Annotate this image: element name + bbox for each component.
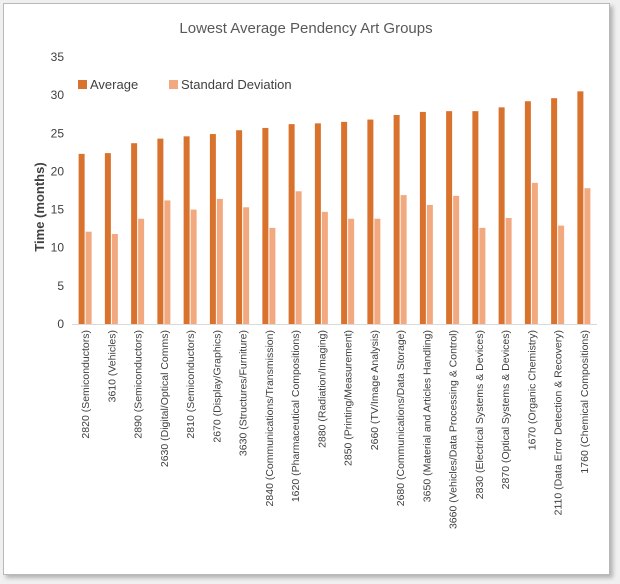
x-tick-label: 1760 (Chemical Compositions) [579,330,591,474]
x-tick-label: 2840 (Communications/Transmission) [264,330,276,506]
y-tick-label: 10 [51,241,65,255]
bar-average [498,107,505,324]
chart-title: Lowest Average Pendency Art Groups [179,20,432,37]
bar-chart: Lowest Average Pendency Art Groups Time … [32,20,597,529]
bar-standard-deviation [321,211,328,324]
chart-frame: Lowest Average Pendency Art Groups Time … [3,3,610,575]
x-tick-label: 1620 (Pharmaceutical Compositions) [290,330,302,502]
x-tick-label: 2660 (TV/Image Analysis) [369,330,381,450]
x-tick-label: 3610 (Vehicles) [106,330,118,402]
bar-standard-deviation [216,198,223,324]
bar-standard-deviation [505,217,512,324]
bar-standard-deviation [164,200,171,324]
y-tick-label: 5 [57,279,64,293]
x-tick-label: 2820 (Semiconductors) [80,330,92,439]
bar-standard-deviation [558,225,565,324]
x-tick-label: 2630 (Digital/Optical Comms) [159,330,171,467]
y-tick-label: 35 [51,50,65,64]
bar-average [209,134,216,324]
x-tick-label: 2670 (Display/Graphics) [211,330,223,443]
bar-average [472,111,479,324]
bar-average [524,101,531,324]
legend-label-average: Average [90,77,138,92]
bar-average [131,143,138,324]
bar-standard-deviation [85,231,92,324]
bar-average [419,111,426,324]
legend: Average Standard Deviation [78,77,292,92]
x-tick-label: 2870 (Optical Systems & Devices) [500,330,512,489]
bar-average [393,114,400,324]
bar-standard-deviation [138,218,145,324]
bar-average [262,127,269,325]
y-axis-ticks: 0 5 10 15 20 25 30 35 [51,50,65,331]
bars-group [78,91,591,325]
bar-standard-deviation [111,233,118,324]
bar-average [551,98,558,325]
y-tick-label: 0 [57,317,64,331]
bar-average [577,91,584,324]
y-tick-label: 15 [51,203,65,217]
bar-standard-deviation [584,188,591,324]
bar-average [183,136,190,324]
x-tick-label: 2110 (Data Error Detection & Recovery) [553,330,565,515]
x-tick-label: 2850 (Printing/Measurement) [343,330,355,466]
bar-standard-deviation [243,207,250,324]
bar-average [236,130,243,324]
bar-average [78,153,85,324]
x-axis-ticks: 2820 (Semiconductors) 3610 (Vehicles) 2890… [80,330,591,529]
x-tick-label: 3630 (Structures/Furniture) [238,330,250,456]
bar-average [446,111,453,324]
bar-average [341,121,348,324]
bar-standard-deviation [453,195,460,324]
bar-average [367,119,374,324]
y-tick-label: 20 [51,164,65,178]
legend-label-standard-deviation: Standard Deviation [181,77,292,92]
bar-standard-deviation [531,182,538,324]
x-tick-label: 1670 (Organic Chemistry) [526,330,538,450]
bar-standard-deviation [400,195,407,324]
x-tick-label: 2810 (Semiconductors) [185,330,197,439]
legend-swatch-standard-deviation [169,80,178,89]
x-tick-label: 2830 (Electrical Systems & Devices) [474,330,486,499]
bar-standard-deviation [348,218,355,324]
y-tick-label: 30 [51,88,65,102]
x-tick-label: 2890 (Semiconductors) [133,330,145,439]
bar-standard-deviation [374,218,381,324]
legend-swatch-average [78,80,87,89]
x-tick-label: 2880 (Radiation/Imaging) [316,330,328,448]
bar-standard-deviation [190,209,197,324]
bar-average [104,153,111,324]
x-tick-label: 2680 (Communications/Data Storage) [395,330,407,506]
bar-standard-deviation [479,227,486,324]
bar-standard-deviation [426,204,433,324]
x-tick-label: 3650 (Material and Articles Handling) [421,330,433,502]
y-tick-label: 25 [51,126,65,140]
bar-average [157,138,164,324]
y-axis-label: Time (months) [32,162,47,251]
bar-average [288,124,295,324]
bar-standard-deviation [269,227,276,324]
x-tick-label: 3660 (Vehicles/Data Processing & Control… [448,330,460,529]
bar-standard-deviation [295,191,302,324]
bar-average [314,123,321,325]
